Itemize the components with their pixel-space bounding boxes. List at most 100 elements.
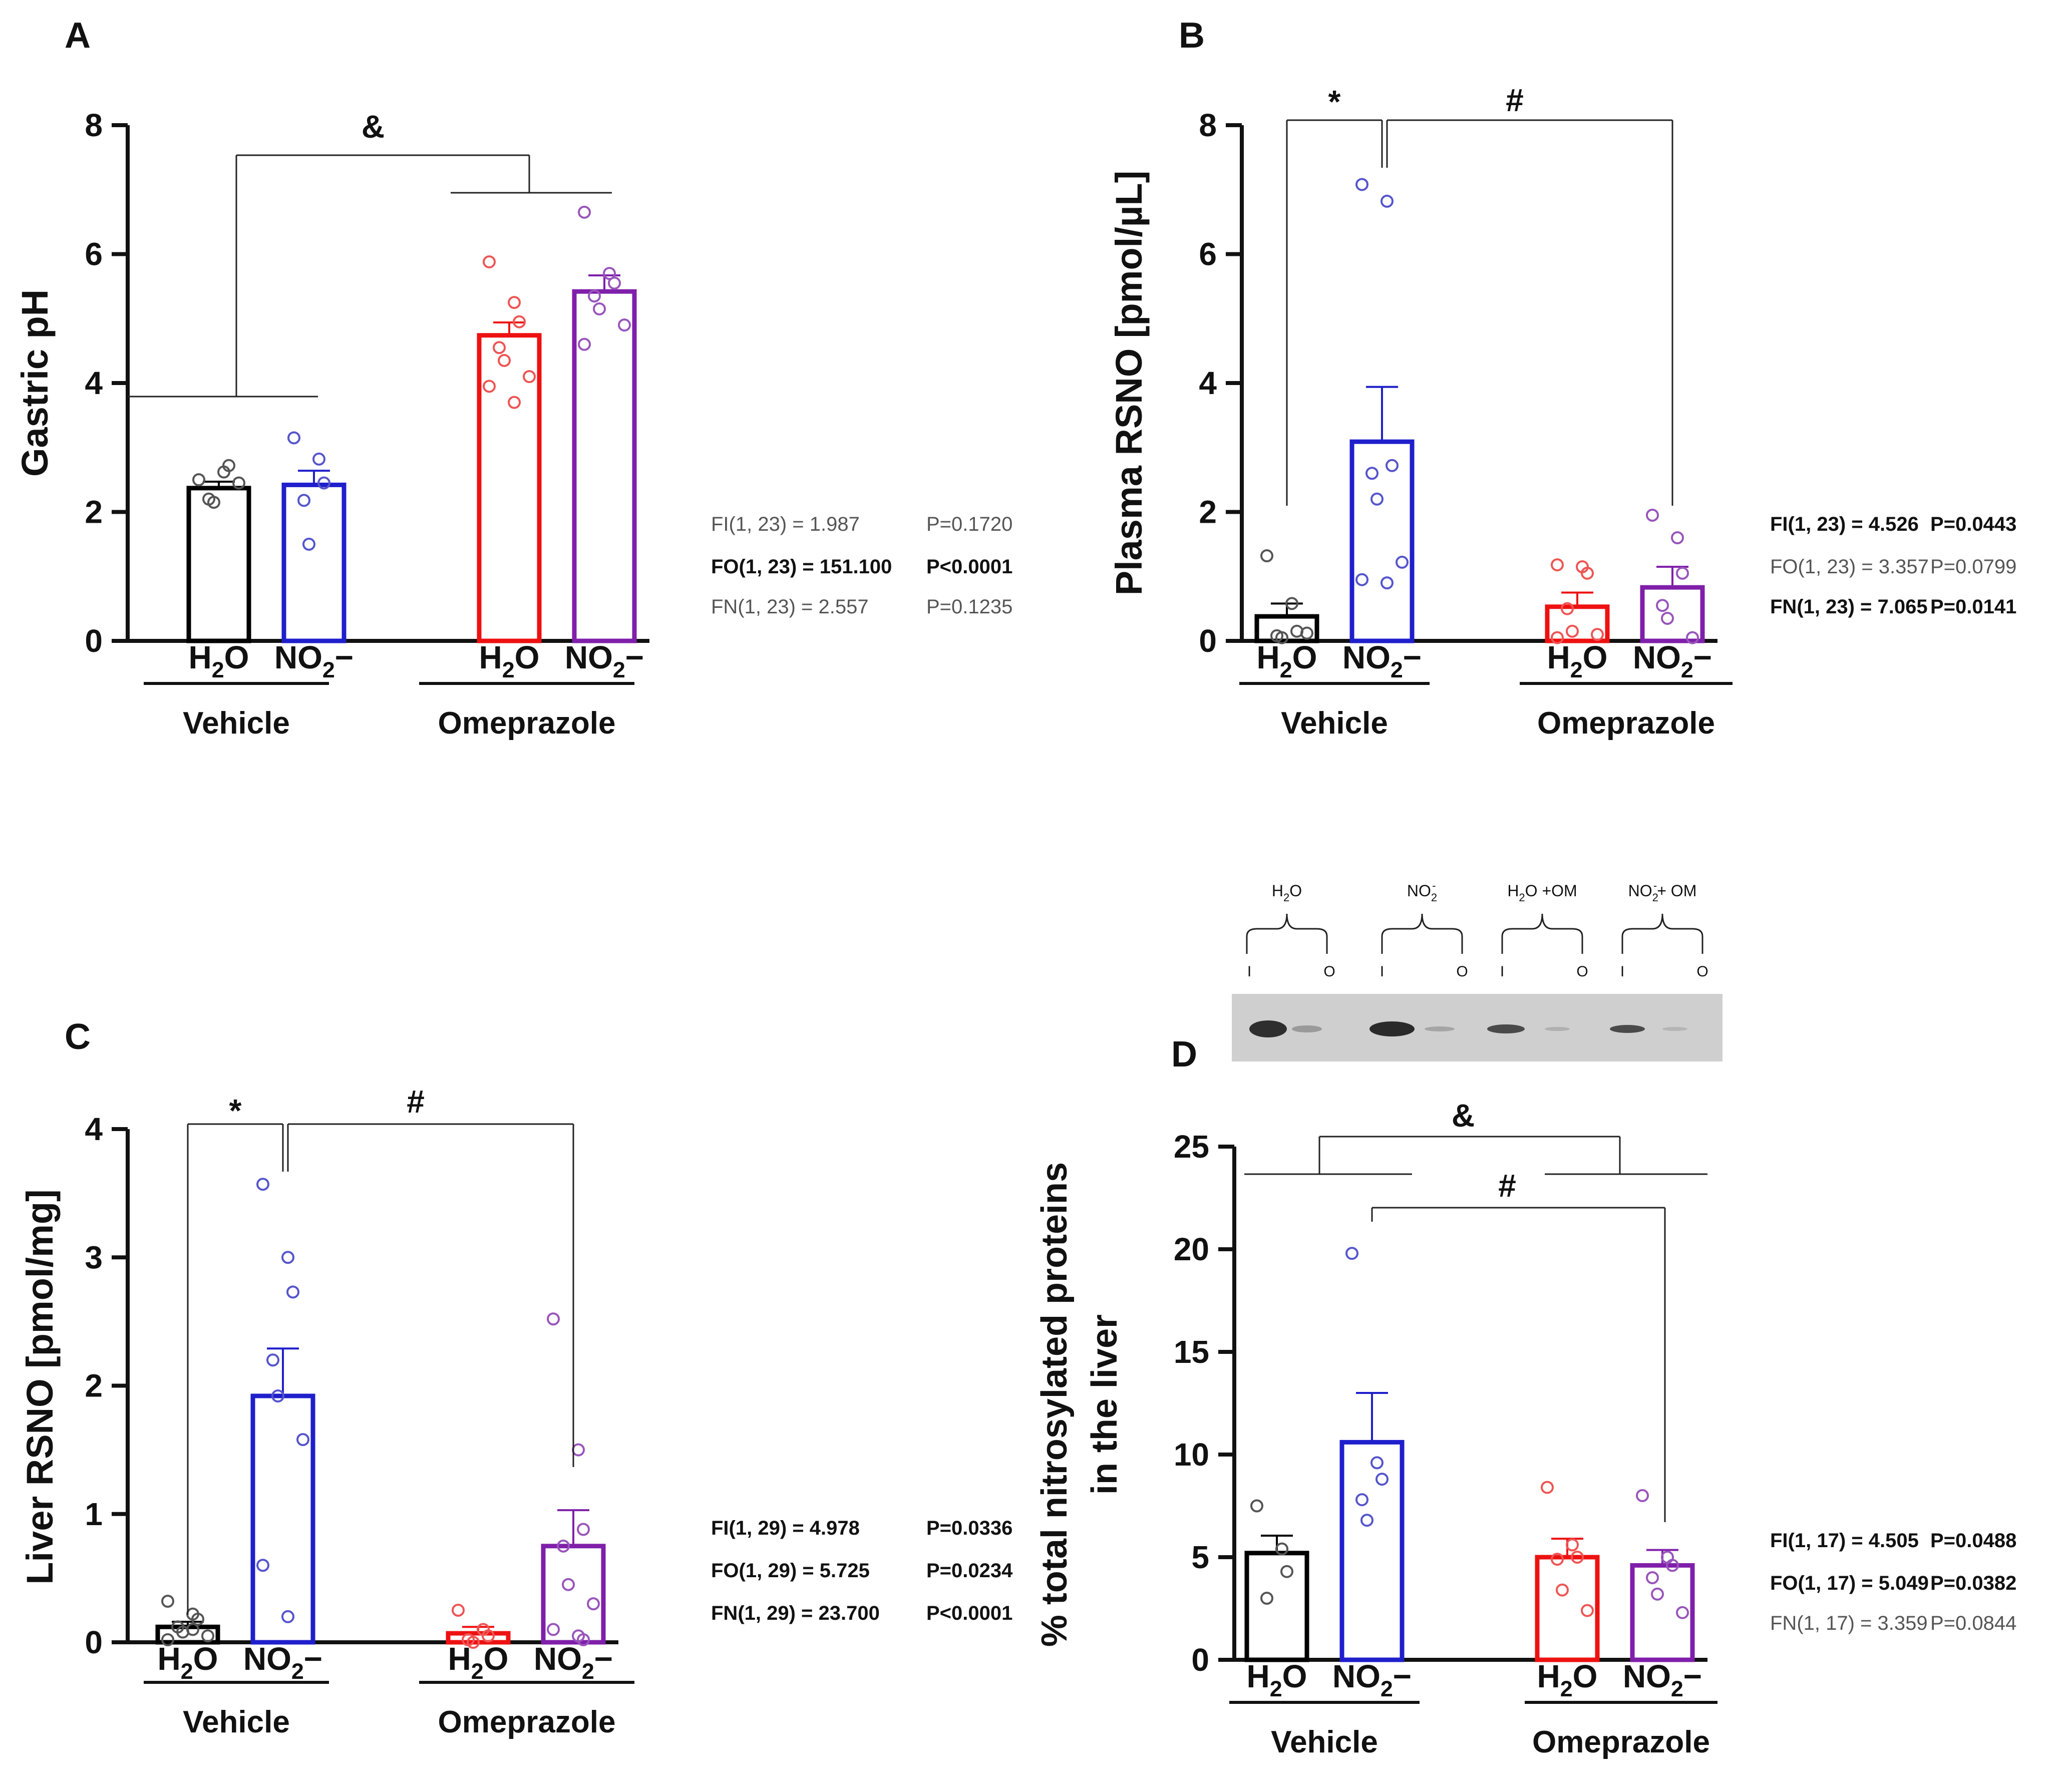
panel-letter: D <box>1171 1034 1197 1074</box>
data-point <box>1370 492 1384 506</box>
data-point <box>577 1523 590 1536</box>
bar-label: H2O <box>448 1641 509 1684</box>
bar-label-main: H <box>479 639 502 675</box>
y-tick-label: 4 <box>85 1111 103 1147</box>
stat-text: FI(1, 23) = 1.987 <box>711 513 860 535</box>
data-point <box>1666 1559 1679 1572</box>
y-tick-label: 2 <box>1199 494 1217 530</box>
data-point <box>1636 1489 1649 1502</box>
data-point <box>312 452 325 466</box>
data-point <box>603 267 616 280</box>
bar-1 <box>186 486 251 643</box>
blot-band <box>1662 1027 1687 1031</box>
blot-band <box>1425 1026 1455 1031</box>
data-point <box>296 1433 309 1447</box>
bar-label-sub: 2 <box>582 1659 594 1684</box>
data-point <box>1381 576 1394 590</box>
data-point <box>557 1539 570 1553</box>
y-tick-label: 0 <box>1191 1642 1209 1678</box>
bar-4 <box>572 289 637 643</box>
bar-label: NO2− <box>1342 639 1422 682</box>
bar-label: NO2− <box>534 1641 613 1684</box>
data-point <box>1646 508 1659 522</box>
stat-text: FI(1, 29) = 4.978 <box>711 1517 860 1539</box>
panel-D: D % total nitrosylated proteins in the liv… <box>1035 1034 2016 1759</box>
bar-label-main: H <box>1247 1658 1270 1694</box>
data-point <box>1671 531 1684 544</box>
y-axis-label-line2: in the liver <box>1085 1314 1125 1495</box>
group-label: Omeprazole <box>1537 706 1715 741</box>
group-label: Vehicle <box>1271 1725 1378 1759</box>
data-point <box>1561 602 1574 615</box>
data-point <box>1551 1553 1564 1566</box>
bar-label-main: H <box>189 639 212 675</box>
data-point <box>593 302 606 315</box>
bar-label: NO2− <box>243 1641 322 1684</box>
y-tick-label: 20 <box>1174 1231 1209 1267</box>
bar-label-sub: 2 <box>181 1659 193 1684</box>
data-point <box>1541 1481 1554 1494</box>
bar-label-tail: O <box>193 1641 218 1677</box>
blot-brace <box>1501 913 1583 954</box>
data-point <box>587 1597 600 1611</box>
bar-label-sub: 2 <box>1280 657 1292 682</box>
data-point <box>1275 1542 1288 1556</box>
data-point <box>266 1353 279 1367</box>
data-point <box>1676 566 1689 580</box>
y-axis-label: Liver RSNO [pmol/mg] <box>19 1189 61 1584</box>
western-blot: H2O NO2- H2O +OM NO2-+ OMI O I O I O I O <box>1232 879 1723 1061</box>
data-point <box>161 1595 174 1608</box>
data-point <box>1646 1571 1659 1584</box>
y-tick-label: 4 <box>1199 365 1217 401</box>
data-point <box>256 1559 269 1572</box>
data-point <box>1661 1551 1674 1564</box>
blot-brace <box>1381 913 1463 954</box>
data-point <box>1566 1538 1579 1552</box>
panel-letter: C <box>65 1017 91 1057</box>
bar-2 <box>281 482 347 643</box>
data-point <box>483 380 496 393</box>
blot-band <box>1610 1025 1645 1033</box>
bar-label-main: H <box>1547 639 1570 675</box>
data-point <box>578 205 591 219</box>
bar-label-tail: − <box>1393 1658 1412 1694</box>
data-point <box>578 337 591 351</box>
bar-label-tail: O <box>224 639 249 675</box>
bar-label: H2O <box>1257 639 1317 682</box>
data-point <box>482 1629 495 1643</box>
data-point <box>1280 1565 1293 1578</box>
bar-label-sub: 2 <box>322 657 335 682</box>
data-point <box>232 476 245 490</box>
data-point <box>1591 628 1604 641</box>
blot-lane-mark: O <box>1696 963 1708 980</box>
bar-label-main: NO <box>534 1641 582 1677</box>
data-point <box>1355 573 1368 586</box>
data-point <box>1285 597 1298 610</box>
significance-symbol: # <box>407 1084 425 1120</box>
data-point <box>1571 1551 1584 1564</box>
bar-label-main: NO <box>1342 639 1391 675</box>
bar-label-tail: O <box>515 639 540 675</box>
data-point <box>547 1312 560 1326</box>
data-point <box>1551 558 1564 572</box>
bar-label: H2O <box>1247 1658 1307 1701</box>
bar-label-main: NO <box>1623 1658 1671 1694</box>
data-point <box>1260 549 1273 563</box>
bar-label: NO2− <box>1623 1658 1702 1701</box>
stat-p-value: P<0.0001 <box>926 1602 1012 1624</box>
data-point <box>207 496 220 509</box>
blot-label-sub: 2 <box>1519 891 1525 904</box>
y-tick-label: 1 <box>85 1496 103 1532</box>
data-point <box>467 1636 480 1649</box>
data-point <box>513 315 526 328</box>
data-point <box>1365 467 1379 480</box>
y-tick-label: 5 <box>1191 1539 1209 1575</box>
data-point <box>608 276 621 290</box>
bar-label-main: H <box>1257 639 1280 675</box>
significance-symbol: * <box>229 1093 242 1129</box>
bar-label-sub: 2 <box>1560 1676 1573 1701</box>
y-tick-label: 25 <box>1174 1129 1209 1165</box>
group-label: Omeprazole <box>438 1705 616 1739</box>
